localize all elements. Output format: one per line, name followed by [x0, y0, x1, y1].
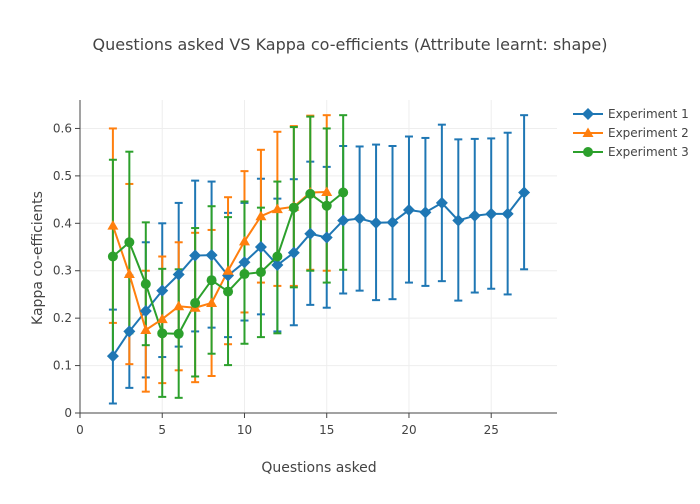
experiment-3-point[interactable]: [288, 202, 299, 213]
experiment-1-point[interactable]: [205, 249, 218, 262]
x-tick-label: 0: [76, 423, 84, 437]
experiment-1-point[interactable]: [485, 207, 498, 220]
experiment-2-point[interactable]: [140, 324, 152, 335]
experiment-3-point[interactable]: [124, 237, 135, 248]
experiment-2-point[interactable]: [238, 235, 250, 246]
x-tick-label: 15: [319, 423, 334, 437]
experiment-3-point[interactable]: [321, 200, 332, 211]
y-tick-label: 0.3: [53, 264, 72, 278]
experiment-1-point[interactable]: [386, 216, 399, 229]
experiment-1-point[interactable]: [254, 241, 267, 254]
experiment-2-point[interactable]: [321, 186, 333, 197]
experiment-1-point[interactable]: [419, 206, 432, 219]
experiment-2-point[interactable]: [222, 265, 234, 275]
legend-marker-experiment-3[interactable]: [583, 147, 593, 157]
legend-item-experiment-1[interactable]: Experiment 1: [573, 107, 689, 121]
experiment-1-point[interactable]: [501, 207, 514, 220]
legend-item-experiment-3[interactable]: Experiment 3: [573, 145, 689, 159]
experiment-1-point[interactable]: [370, 216, 383, 229]
experiment-2-point[interactable]: [271, 203, 283, 214]
marker-layer: [106, 186, 531, 363]
experiment-3-point[interactable]: [107, 251, 118, 262]
y-tick-label: 0.6: [53, 121, 72, 135]
experiment-2-point[interactable]: [206, 297, 218, 307]
experiment-2-point[interactable]: [156, 313, 168, 324]
experiment-1-point[interactable]: [452, 214, 465, 227]
experiment-2-point[interactable]: [255, 210, 267, 221]
experiment-3-point[interactable]: [338, 187, 349, 198]
experiment-1-point[interactable]: [106, 350, 119, 363]
experiment-1-point[interactable]: [156, 284, 169, 297]
x-tick-label: 25: [484, 423, 499, 437]
legend-label-experiment-3: Experiment 3: [608, 145, 689, 159]
experiment-1-point[interactable]: [468, 209, 481, 222]
experiment-3-point[interactable]: [140, 279, 151, 290]
experiment-3-point[interactable]: [157, 328, 168, 339]
experiment-1-point[interactable]: [518, 186, 531, 199]
grid-layer: [80, 100, 557, 413]
y-axis-title: Kappa co-efficients: [30, 191, 46, 325]
y-tick-label: 0.5: [53, 169, 72, 183]
experiment-3-point[interactable]: [239, 269, 250, 280]
experiment-3-point[interactable]: [223, 286, 234, 297]
experiment-1-point[interactable]: [238, 256, 251, 269]
y-tick-label: 0.4: [53, 216, 72, 230]
experiment-3-point[interactable]: [272, 251, 283, 262]
experiment-1-point[interactable]: [139, 305, 152, 318]
experiment-3-point[interactable]: [255, 267, 266, 278]
legend[interactable]: Experiment 1 Experiment 2 Experiment 3: [573, 107, 689, 159]
legend-item-experiment-2[interactable]: Experiment 2: [573, 126, 689, 140]
x-tick-label: 20: [401, 423, 416, 437]
experiment-1-point[interactable]: [337, 214, 350, 227]
legend-marker-experiment-1[interactable]: [582, 108, 594, 120]
y-tick-label: 0.2: [53, 311, 72, 325]
experiment-2-point[interactable]: [123, 268, 135, 279]
experiment-1-point[interactable]: [435, 196, 448, 209]
experiment-1-point[interactable]: [304, 227, 317, 240]
experiment-1-point[interactable]: [287, 246, 300, 259]
experiment-3-point[interactable]: [305, 188, 316, 199]
experiment-3-point[interactable]: [173, 328, 184, 339]
legend-label-experiment-2: Experiment 2: [608, 126, 689, 140]
y-tick-label: 0: [64, 406, 72, 420]
legend-marker-experiment-2[interactable]: [582, 127, 594, 138]
experiment-3-point[interactable]: [206, 275, 217, 286]
y-tick-label: 0.1: [53, 359, 72, 373]
x-tick-label: 10: [237, 423, 252, 437]
x-axis-title: Questions asked: [261, 460, 376, 476]
experiment-1-point[interactable]: [402, 204, 415, 217]
x-tick-label: 5: [158, 423, 166, 437]
experiment-1-point[interactable]: [123, 325, 136, 338]
experiment-2-point[interactable]: [173, 300, 185, 311]
experiment-1-point[interactable]: [189, 249, 202, 262]
experiment-1-point[interactable]: [320, 231, 333, 244]
experiment-1-point[interactable]: [353, 212, 366, 225]
experiment-3-point[interactable]: [190, 297, 201, 308]
errorbar-layer: [108, 114, 529, 405]
experiment-2-point[interactable]: [107, 220, 119, 230]
experiment-1-point[interactable]: [271, 259, 284, 272]
axis-layer: 0 0.1 0.2 0.3 0.4 0.5 0.6 0 5 10 15 20 25: [53, 100, 557, 437]
legend-label-experiment-1: Experiment 1: [608, 107, 689, 121]
experiment-1-point[interactable]: [172, 268, 185, 281]
chart-title: Questions asked VS Kappa co-efficients (…: [93, 35, 608, 54]
